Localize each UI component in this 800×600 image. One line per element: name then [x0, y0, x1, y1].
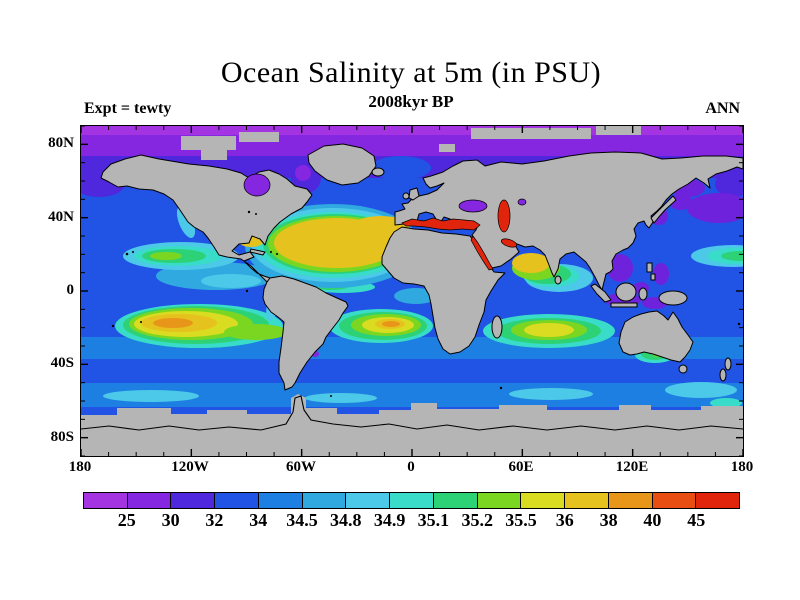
land-new-zealand-south: [719, 368, 727, 382]
arctic-ice-blocks: [181, 126, 641, 160]
south-pacific-gyre: [115, 304, 288, 348]
x-axis-label-120e: 120E: [615, 459, 649, 475]
mediterranean-sea: [401, 217, 481, 231]
y-axis-label-40n: 40N: [48, 209, 74, 225]
land-tasmania: [678, 364, 688, 374]
colorbar-label: 35.2: [461, 510, 493, 530]
colorbar-segment: [215, 493, 259, 508]
colorbar-segment: [477, 493, 522, 508]
land-greenland: [307, 143, 377, 186]
land-java: [610, 302, 638, 308]
colorbar-segment: [127, 493, 172, 508]
island-dots: [111, 210, 741, 397]
persian-gulf: [500, 238, 518, 248]
land-sumatra: [590, 283, 612, 303]
x-axis-label-180e: 180: [730, 459, 754, 475]
x-axis-label-180w: 180: [68, 459, 92, 475]
hudson-bay: [243, 173, 271, 197]
land-madagascar: [491, 315, 503, 339]
y-axis-label-80n: 80N: [48, 135, 74, 151]
land-sri-lanka: [554, 275, 562, 285]
plot-subtitle: 2008kyr BP: [368, 92, 454, 111]
land-cuba: [249, 248, 266, 256]
land-sulawesi: [638, 287, 648, 301]
south-indian-gyre: [483, 314, 615, 348]
colorbar-segment: [565, 493, 609, 508]
land-new-guinea: [658, 290, 688, 306]
north-atlantic-gyre: [236, 204, 421, 288]
colorbar-segment: [171, 493, 216, 508]
colorbar-segment: [84, 493, 128, 508]
colorbar-label: 34: [249, 510, 268, 530]
colorbar-label: 35.5: [505, 510, 537, 530]
colorbar-segment: [302, 493, 347, 508]
colorbar-segment: [433, 493, 478, 508]
land-japan: [650, 195, 677, 224]
y-axis-label-0: 0: [66, 282, 75, 298]
world-salinity-map: [81, 126, 743, 456]
colorbar-label: 35.1: [417, 510, 450, 530]
y-axis-label-40s: 40S: [50, 355, 74, 371]
south-atlantic-gyre: [329, 309, 433, 343]
colorbar-segment: [652, 493, 697, 508]
colorbar-label: 34.9: [373, 510, 406, 530]
colorbar-label: 34.8: [330, 510, 362, 530]
plot-title: Ocean Salinity at 5m (in PSU): [220, 56, 602, 89]
colorbar-label: 36: [555, 510, 574, 530]
colorbar-segment: [390, 493, 434, 508]
colorbar-label: 45: [687, 510, 706, 530]
colorbar-label: 38: [599, 510, 618, 530]
land-south-america: [262, 275, 349, 391]
colorbar-segment: [346, 493, 391, 508]
land-iceland: [371, 167, 385, 177]
colorbar-segment: [608, 493, 653, 508]
black-sea: [458, 199, 488, 213]
colorbar-label: 40: [643, 510, 662, 530]
caspian-sea: [497, 199, 511, 233]
land-new-zealand-north: [724, 357, 732, 371]
colorbar-label: 25: [117, 510, 136, 530]
x-axis-label-60e: 60E: [508, 459, 534, 475]
experiment-label: Expt = tewty: [84, 100, 172, 117]
colorbar-segment: [521, 493, 566, 508]
x-axis-label-120w: 120W: [171, 459, 209, 475]
land-australia: [618, 310, 694, 363]
season-label: ANN: [705, 100, 740, 117]
arabian-sea-patch: [512, 253, 593, 292]
red-sea: [470, 235, 494, 271]
x-axis-label-0: 0: [407, 459, 415, 475]
colorbar-segment: [696, 493, 740, 508]
marginal-seas: [243, 173, 527, 271]
north-pacific-green-patch: [123, 242, 743, 270]
land-borneo: [615, 282, 637, 302]
colorbar-label: 30: [161, 510, 180, 530]
map-panel: [80, 125, 744, 457]
land-eurasia: [394, 151, 743, 291]
land-philippines-2: [650, 273, 656, 281]
colorbar-label: 32: [205, 510, 224, 530]
aral-sea: [517, 198, 527, 206]
colorbar-segment: [258, 493, 303, 508]
land-ireland: [402, 192, 410, 200]
antarctica: [81, 394, 743, 456]
colorbar-label: 34.5: [286, 510, 318, 530]
land-philippines: [646, 262, 653, 273]
colorbar: [83, 492, 740, 509]
axis-ticks: [81, 126, 743, 456]
x-axis-label-60w: 60W: [286, 459, 316, 475]
y-axis-label-80s: 80S: [50, 429, 74, 445]
land-africa: [381, 226, 506, 355]
antarctic-coastline: [81, 395, 743, 431]
